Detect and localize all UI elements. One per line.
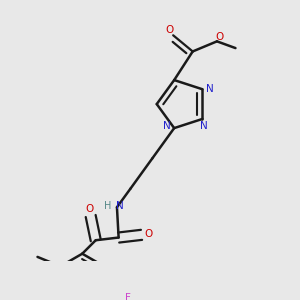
- Text: H: H: [104, 201, 111, 211]
- Text: O: O: [85, 204, 94, 214]
- Text: N: N: [200, 121, 208, 131]
- Text: O: O: [216, 32, 224, 42]
- Text: O: O: [166, 25, 174, 35]
- Text: N: N: [116, 201, 124, 211]
- Text: N: N: [206, 84, 214, 94]
- Text: N: N: [163, 121, 171, 131]
- Text: F: F: [125, 292, 131, 300]
- Text: O: O: [144, 229, 152, 239]
